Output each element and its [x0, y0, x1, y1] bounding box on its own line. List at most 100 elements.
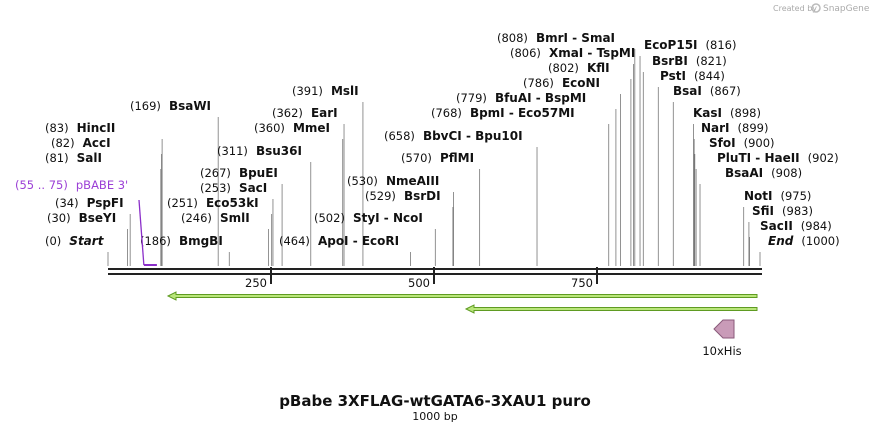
site-label: End (1000) — [768, 234, 840, 248]
site-label: BsrBI (821) — [652, 54, 727, 68]
site-label: PluTI - HaeII (902) — [717, 151, 839, 165]
site-position: (253) — [200, 181, 231, 195]
enzyme-name: StyI - NcoI — [353, 211, 423, 225]
site-label: NarI (899) — [701, 121, 768, 135]
enzyme-name: BbvCI - Bpu10I — [423, 129, 523, 143]
enzyme-name: BsrDI — [404, 189, 441, 203]
site-position: (464) — [279, 234, 310, 248]
enzyme-name: BsrBI — [652, 54, 688, 68]
credit: Created by — [773, 4, 817, 13]
site-label: SfoI (900) — [709, 136, 775, 150]
brand-icon — [811, 3, 821, 13]
site-label: (0) Start — [45, 234, 105, 248]
enzyme-name: SfoI — [709, 136, 736, 150]
enzyme-name: PluTI - HaeII — [717, 151, 800, 165]
length: 1000 bp — [412, 410, 457, 423]
site-position: (908) — [771, 166, 802, 180]
enzyme-name: BsaWI — [169, 99, 211, 113]
ruler-label: 750 — [571, 276, 593, 290]
site-position: (900) — [744, 136, 775, 150]
enzyme-name: BmrI - SmaI — [536, 31, 615, 45]
title: pBabe 3XFLAG-wtGATA6-3XAU1 puro — [279, 392, 591, 410]
site-label: KasI (898) — [693, 106, 761, 120]
enzyme-name: MmeI — [293, 121, 330, 135]
site-label: NotI (975) — [744, 189, 811, 203]
enzyme-name: PstI — [660, 69, 686, 83]
site-position: (570) — [401, 151, 432, 165]
site-label: (362) EarI — [272, 106, 338, 120]
enzyme-name: BfuAI - BspMI — [495, 91, 586, 105]
site-position: (658) — [384, 129, 415, 143]
site-label: (658) BbvCI - Bpu10I — [384, 129, 523, 143]
primer-label: (55 .. 75) pBABE 3' — [15, 178, 128, 192]
site-position: (984) — [801, 219, 832, 233]
primer-range: (55 .. 75) — [15, 178, 68, 192]
site-position: (1000) — [801, 234, 839, 248]
enzyme-name: ApoI - EcoRI — [318, 234, 399, 248]
site-position: (30) — [47, 211, 71, 225]
site-label: (768) BpmI - Eco57MI — [431, 106, 575, 120]
site-label: BsaI (867) — [673, 84, 741, 98]
primer-name: pBABE 3' — [76, 178, 128, 192]
enzyme-name: KasI — [693, 106, 722, 120]
site-position: (186) — [140, 234, 171, 248]
site-label: (530) NmeAIII — [347, 174, 439, 188]
site-position: (975) — [781, 189, 812, 203]
site-label: (83) HincII — [45, 121, 115, 135]
feature-arrow — [166, 291, 758, 314]
enzyme-name: BseYI — [79, 211, 117, 225]
site-position: (768) — [431, 106, 462, 120]
enzyme-name: SacI — [239, 181, 267, 195]
enzyme-name: End — [768, 234, 794, 248]
brand: SnapGene — [823, 4, 870, 14]
enzyme-name: BpmI - Eco57MI — [470, 106, 575, 120]
site-position: (251) — [167, 196, 198, 210]
site-position: (816) — [706, 38, 737, 52]
enzyme-name: AccI — [83, 136, 111, 150]
site-label: (82) AccI — [51, 136, 111, 150]
enzyme-name: PspFI — [87, 196, 124, 210]
site-label: (779) BfuAI - BspMI — [456, 91, 586, 105]
site-position: (844) — [694, 69, 725, 83]
enzyme-name: MslI — [331, 84, 359, 98]
site-position: (360) — [254, 121, 285, 135]
site-label: (808) BmrI - SmaI — [497, 31, 615, 45]
site-position: (529) — [365, 189, 396, 203]
site-label: (253) SacI — [200, 181, 267, 195]
site-position: (81) — [45, 151, 69, 165]
site-label: (30) BseYI — [47, 211, 116, 225]
site-label: (806) XmaI - TspMI — [510, 46, 635, 60]
primer-mark — [138, 199, 145, 266]
site-position: (246) — [181, 211, 212, 225]
site-position: (786) — [523, 76, 554, 90]
site-label: (186) BmgBI — [140, 234, 223, 248]
site-position: (898) — [730, 106, 761, 120]
enzyme-name: EarI — [311, 106, 338, 120]
enzyme-name: BpuEI — [239, 166, 278, 180]
enzyme-name: Eco53kI — [206, 196, 259, 210]
site-position: (899) — [738, 121, 769, 135]
site-position: (902) — [808, 151, 839, 165]
enzyme-name: NmeAIII — [386, 174, 439, 188]
site-label: PstI (844) — [660, 69, 725, 83]
site-label: BsaAI (908) — [725, 166, 802, 180]
site-position: (530) — [347, 174, 378, 188]
enzyme-name: SalI — [77, 151, 102, 165]
enzyme-name: NarI — [701, 121, 730, 135]
site-position: (802) — [548, 61, 579, 75]
site-position: (362) — [272, 106, 303, 120]
site-label: SfiI (983) — [752, 204, 813, 218]
site-position: (82) — [51, 136, 75, 150]
site-position: (821) — [696, 54, 727, 68]
site-label: (570) PflMI — [401, 151, 474, 165]
site-position: (808) — [497, 31, 528, 45]
site-label: EcoP15I (816) — [644, 38, 736, 52]
site-position: (34) — [55, 196, 79, 210]
enzyme-name: BsaI — [673, 84, 702, 98]
site-label: (81) SalI — [45, 151, 102, 165]
site-position: (867) — [710, 84, 741, 98]
site-position: (0) — [45, 234, 61, 248]
site-position: (779) — [456, 91, 487, 105]
